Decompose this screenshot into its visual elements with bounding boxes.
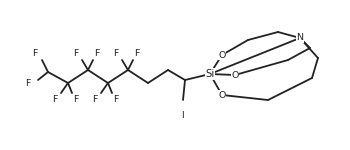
Text: F: F <box>25 80 31 88</box>
Text: F: F <box>94 48 100 57</box>
Text: Si: Si <box>205 69 215 79</box>
Text: F: F <box>73 96 79 105</box>
Text: F: F <box>92 96 98 105</box>
Text: I: I <box>182 111 184 120</box>
Text: F: F <box>52 96 58 105</box>
Text: F: F <box>134 48 140 57</box>
Text: F: F <box>32 48 38 57</box>
Text: O: O <box>231 70 239 80</box>
Text: F: F <box>113 96 119 105</box>
Text: N: N <box>296 33 303 42</box>
Text: O: O <box>218 51 226 60</box>
Text: F: F <box>113 48 119 57</box>
Text: F: F <box>73 48 79 57</box>
Text: O: O <box>218 90 226 99</box>
